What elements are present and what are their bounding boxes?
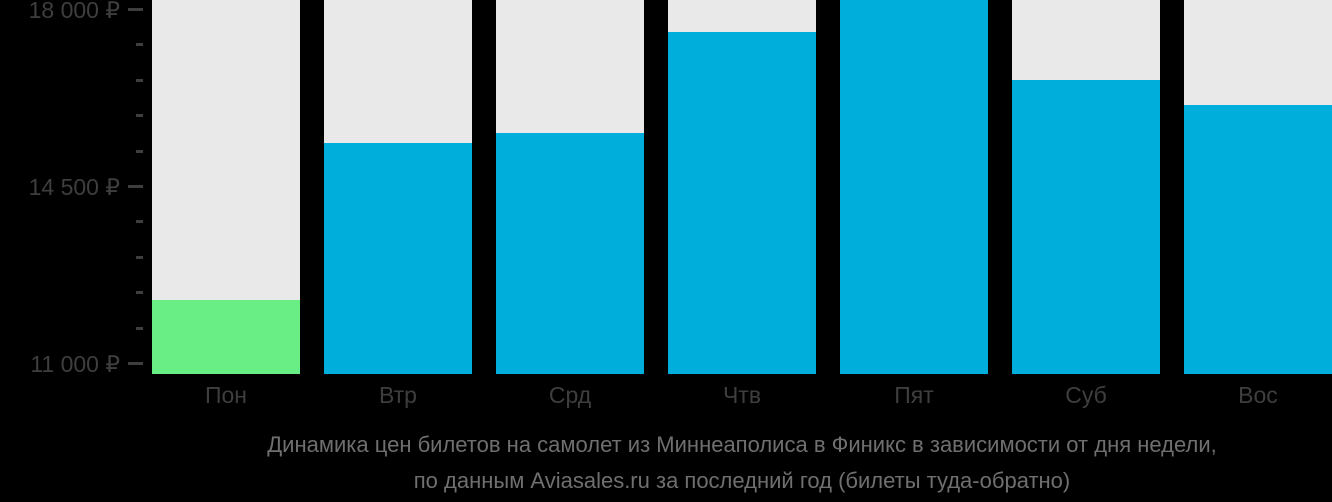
plot-area <box>152 0 1332 374</box>
caption-line-2: по данным Aviasales.ru за последний год … <box>413 468 1071 493</box>
y-major-tick <box>128 362 143 366</box>
x-tick-label-Пон: Пон <box>204 382 248 408</box>
price-bar-Пон <box>152 299 300 374</box>
x-tick-label-Чтв: Чтв <box>722 382 762 408</box>
bar-column-7 <box>1184 0 1332 374</box>
bar-column-6 <box>1012 0 1160 374</box>
y-minor-tick <box>136 220 143 224</box>
y-minor-tick <box>136 291 143 295</box>
bar-column-4 <box>668 0 816 374</box>
price-bar-Чтв <box>668 31 816 374</box>
x-tick-label-Суб: Суб <box>1065 382 1107 408</box>
y-minor-tick <box>136 326 143 330</box>
y-minor-tick <box>136 255 143 259</box>
bar-column-2 <box>324 0 472 374</box>
y-axis: 18 000 ₽ 14 500 ₽ 11 000 ₽ <box>0 0 152 378</box>
y-minor-tick <box>136 149 143 153</box>
x-tick-label-Втр: Втр <box>379 382 417 408</box>
y-major-tick <box>128 185 143 188</box>
price-bar-Суб <box>1012 79 1160 374</box>
caption-line-1: Динамика цен билетов на самолет из Минне… <box>267 432 1217 457</box>
y-minor-tick <box>136 78 143 82</box>
y-minor-tick <box>136 43 143 47</box>
x-tick-label-Срд: Срд <box>548 382 592 408</box>
bar-column-5 <box>840 0 988 374</box>
bar-column-1 <box>152 0 300 374</box>
y-minor-tick <box>136 114 143 118</box>
y-major-tick <box>128 8 143 11</box>
y-tick-label: 18 000 ₽ <box>28 0 120 24</box>
price-bar-Срд <box>496 132 644 374</box>
x-axis: Пон Втр Срд Чтв Пят Суб Вос <box>152 381 1332 411</box>
x-tick-label-Вос: Вос <box>1238 382 1278 408</box>
y-tick-label: 14 500 ₽ <box>28 174 120 200</box>
price-bar-Вос <box>1184 105 1332 374</box>
price-bar-Пят <box>840 0 988 374</box>
price-bar-Втр <box>324 143 472 374</box>
bar-column-3 <box>496 0 644 374</box>
x-tick-label-Пят: Пят <box>894 382 934 408</box>
chart-caption: Динамика цен билетов на самолет из Минне… <box>152 431 1332 495</box>
y-tick-label: 11 000 ₽ <box>30 351 120 378</box>
